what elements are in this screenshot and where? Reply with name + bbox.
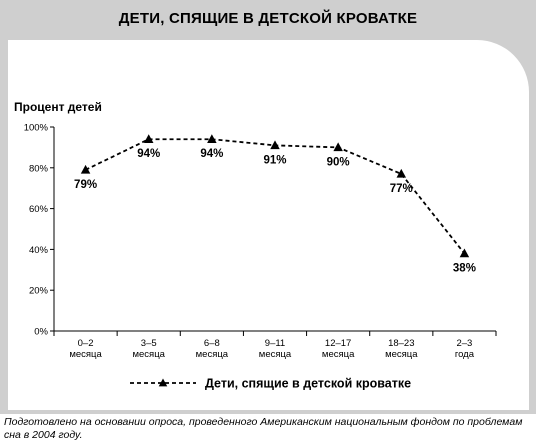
line-chart: Процент детей 0% 20% 40% 60% 80% 100% 0–2 меся… [14, 100, 497, 391]
y-axis-label: Процент детей [14, 100, 102, 114]
x-ticks: 0–2 месяца 3–5 месяца 6–8 месяца 9–11 месяца 12–… [53, 331, 497, 360]
chart-title: ДЕТИ, СПЯЩИЕ В ДЕТСКОЙ КРОВАТКЕ [118, 10, 418, 27]
y-tick-label: 60% [29, 204, 49, 215]
data-label: 91% [263, 154, 286, 166]
data-point-marker [207, 134, 217, 143]
data-label: 77% [390, 183, 413, 195]
footnote: Подготовлено на основании опроса, провед… [4, 416, 523, 441]
data-label: 79% [74, 179, 97, 191]
y-tick-label: 20% [29, 286, 49, 297]
x-tick-label: 9–11 месяца [259, 338, 292, 360]
series-layer: 79% 94% 94% 91% 90% 77% 38% [74, 134, 476, 274]
legend: Дети, спящие в детской кроватке [130, 377, 411, 391]
x-tick-label: 18–23 месяца [385, 338, 418, 360]
data-point-marker [80, 164, 91, 174]
data-point-marker [333, 142, 343, 152]
data-point-marker [270, 140, 280, 150]
data-label: 38% [453, 262, 476, 274]
data-point-marker [143, 134, 154, 143]
y-tick-label: 40% [29, 245, 49, 256]
y-ticks: 0% 20% 40% 60% 80% 100% [24, 123, 54, 338]
x-tick-label: 2–3 года [455, 338, 475, 360]
x-tick-label: 12–17 месяца [322, 338, 355, 360]
y-tick-label: 80% [29, 163, 49, 174]
x-tick-label: 6–8 месяца [196, 338, 229, 360]
y-tick-label: 100% [24, 123, 49, 134]
data-label: 90% [327, 156, 350, 168]
data-label: 94% [200, 148, 223, 160]
legend-marker [158, 378, 168, 387]
axes [53, 127, 496, 332]
legend-label: Дети, спящие в детской кроватке [205, 377, 411, 391]
data-label: 94% [137, 148, 160, 160]
y-tick-label: 0% [34, 327, 48, 338]
data-point-marker [396, 168, 407, 178]
data-point-marker [459, 248, 470, 258]
x-tick-label: 3–5 месяца [132, 338, 165, 360]
x-tick-label: 0–2 месяца [69, 338, 102, 360]
